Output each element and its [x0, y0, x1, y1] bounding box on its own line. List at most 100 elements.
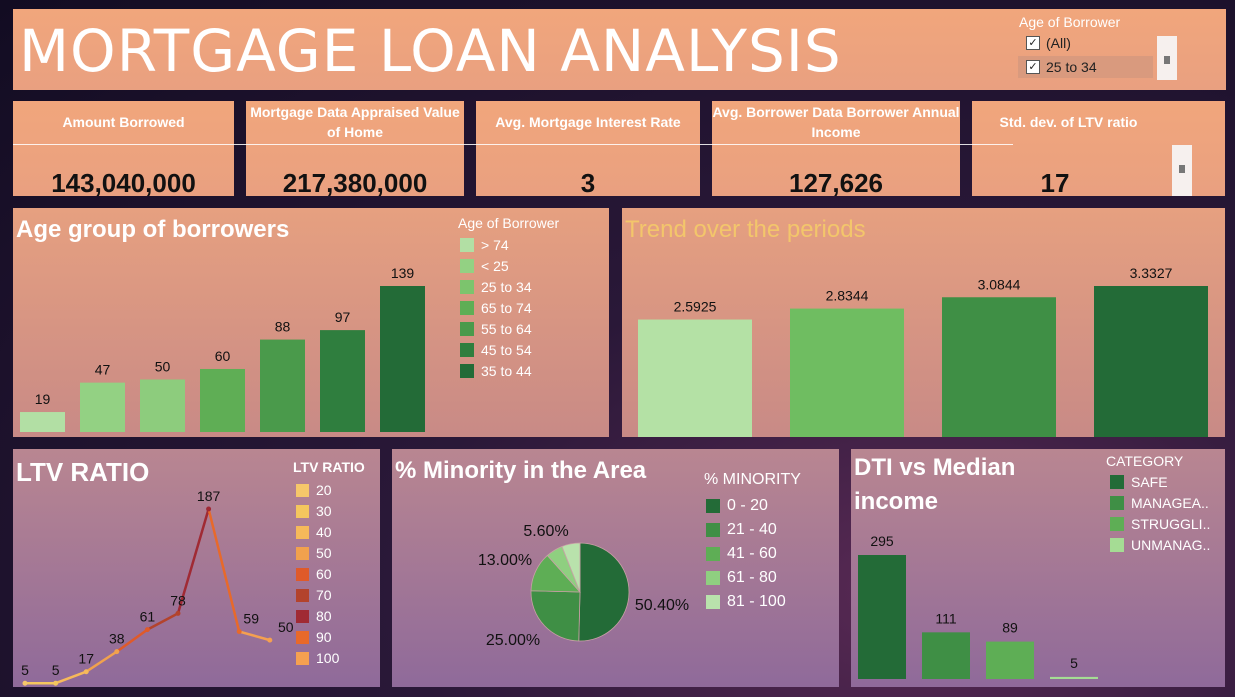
panel-title: Trend over the periods: [625, 216, 866, 243]
legend-swatch: [460, 301, 474, 315]
age-filter-option-label: 25 to 34: [1046, 59, 1097, 75]
pie-slice[interactable]: [578, 542, 630, 642]
legend-item: 40: [296, 524, 332, 540]
legend-title: Age of Borrower: [458, 215, 560, 231]
pie-slice[interactable]: [561, 542, 581, 593]
data-point[interactable]: [206, 506, 212, 512]
data-point[interactable]: [175, 610, 181, 616]
bar[interactable]: [380, 286, 425, 432]
legend-label: > 74: [481, 237, 509, 253]
bar[interactable]: [260, 339, 305, 432]
bar[interactable]: [80, 382, 125, 432]
kpi-label: Avg. Mortgage Interest Rate: [495, 114, 681, 130]
legend-item: 20: [296, 482, 332, 498]
legend-swatch: [296, 483, 309, 497]
legend-label: 40: [316, 524, 332, 540]
legend-item: 35 to 44: [460, 363, 532, 379]
line-segment: [85, 650, 118, 673]
age-filter-option-25-34[interactable]: ✓ 25 to 34: [1018, 56, 1153, 78]
bar[interactable]: [140, 379, 185, 432]
trend-bar-chart: 2.5925 2.8344 3.0844 3.3327: [638, 265, 1208, 437]
checkbox-checked-icon[interactable]: ✓: [1026, 60, 1040, 74]
legend-label: 90: [316, 629, 332, 645]
legend-item: 81 - 100: [706, 593, 786, 611]
title-panel: MORTGAGE LOAN ANALYSIS Age of Borrower ✓…: [13, 9, 1226, 90]
filter-scrollbar[interactable]: [1157, 36, 1177, 80]
data-label: 5: [1070, 655, 1078, 671]
kpi-value: 217,380,000: [282, 168, 428, 198]
legend-label: 100: [316, 650, 340, 666]
legend-swatch: [460, 322, 474, 336]
data-label: 60: [215, 348, 231, 364]
legend-label: 35 to 44: [481, 363, 532, 379]
legend-swatch: [1110, 538, 1124, 552]
age-filter-title: Age of Borrower: [1019, 14, 1121, 30]
legend-item: 100: [296, 650, 339, 666]
data-point[interactable]: [236, 629, 242, 635]
data-point[interactable]: [114, 649, 120, 655]
kpi-scrollbar[interactable]: [1172, 145, 1192, 196]
data-point[interactable]: [144, 627, 150, 633]
kpi-label: Mortgage Data Appraised Value of Home: [250, 104, 460, 140]
age-bar-chart: 19 47 50 60 88 97 139: [20, 265, 425, 432]
scrollbar-thumb[interactable]: [1179, 165, 1185, 173]
legend-label: 55 to 64: [481, 321, 532, 337]
minority-panel: % Minority in the Area % MINORITY 0 - 20…: [392, 449, 839, 687]
kpi-label: Amount Borrowed: [62, 114, 185, 130]
legend-item: 41 - 60: [706, 545, 777, 563]
data-label: 295: [870, 533, 894, 549]
age-filter-option-all[interactable]: ✓ (All): [1018, 32, 1153, 54]
bar[interactable]: [320, 330, 365, 432]
data-point[interactable]: [53, 680, 59, 686]
legend-label: 80: [316, 608, 332, 624]
bar[interactable]: [200, 368, 245, 432]
data-label: 61: [140, 609, 156, 625]
data-label: 5: [21, 662, 29, 678]
page-title: MORTGAGE LOAN ANALYSIS: [19, 17, 842, 85]
legend-item: 65 to 74: [460, 300, 532, 316]
legend-item: 60: [296, 566, 332, 582]
kpi-value: 17: [1040, 168, 1070, 198]
legend-swatch: [460, 259, 474, 273]
legend-item: 0 - 20: [706, 497, 768, 515]
line-segment: [55, 670, 87, 685]
data-point[interactable]: [83, 669, 89, 675]
line-segment: [146, 612, 179, 631]
bar[interactable]: [20, 412, 65, 432]
data-point[interactable]: [22, 680, 28, 686]
bar[interactable]: [922, 632, 970, 679]
legend-title: CATEGORY: [1106, 453, 1184, 469]
age-filter[interactable]: Age of Borrower ✓ (All) ✓ 25 to 34: [1018, 14, 1208, 78]
data-label: 19: [35, 391, 51, 407]
age-group-panel: Age group of borrowers Age of Borrower >…: [13, 208, 609, 437]
scrollbar-thumb[interactable]: [1164, 56, 1170, 64]
data-label: 89: [1002, 620, 1018, 636]
legend-swatch: [706, 571, 720, 585]
legend-item: 21 - 40: [706, 521, 777, 539]
dti-panel: DTI vs Median income CATEGORY SAFE MANAGE…: [851, 449, 1225, 687]
legend-label: 65 to 74: [481, 300, 532, 316]
legend-swatch: [296, 567, 309, 581]
legend-swatch: [1110, 517, 1124, 531]
bar[interactable]: [942, 297, 1056, 437]
legend-title: LTV RATIO: [293, 459, 365, 475]
checkbox-checked-icon[interactable]: ✓: [1026, 36, 1040, 50]
kpi-label: Avg. Borrower Data Borrower Annual Incom…: [712, 104, 960, 140]
data-label: 139: [391, 265, 415, 281]
data-point[interactable]: [267, 637, 273, 643]
bar[interactable]: [1094, 286, 1208, 437]
bar[interactable]: [638, 319, 752, 437]
line-segment: [176, 508, 210, 614]
data-label: 5: [52, 662, 60, 678]
bar[interactable]: [858, 555, 906, 679]
bar[interactable]: [790, 308, 904, 437]
pie-slice[interactable]: [530, 590, 581, 642]
data-label: 47: [95, 362, 111, 378]
bar[interactable]: [986, 641, 1034, 679]
bar[interactable]: [1050, 676, 1098, 679]
legend-label: 70: [316, 587, 332, 603]
legend-item: < 25: [460, 258, 509, 274]
legend-swatch: [706, 595, 720, 609]
kpi-label: Std. dev. of LTV ratio: [999, 114, 1138, 130]
legend-item: STRUGGLI..: [1110, 516, 1210, 532]
